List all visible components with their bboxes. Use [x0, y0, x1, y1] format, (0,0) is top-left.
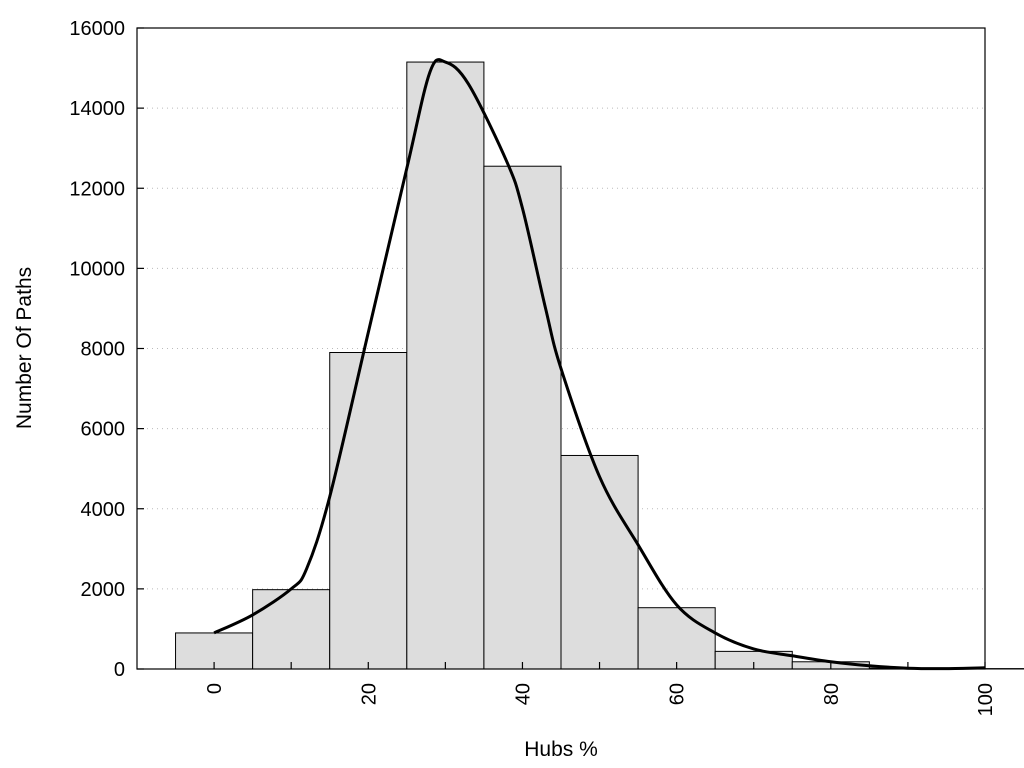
- x-tick-label-80: 80: [821, 683, 843, 705]
- density-curve: [213, 58, 986, 671]
- y-axis-title: Number Of Paths: [13, 267, 36, 429]
- x-axis-title: Hubs %: [524, 738, 598, 761]
- y-tick-label-16000: 16000: [69, 18, 125, 40]
- bar-10: [252, 589, 331, 670]
- x-tick-label-100: 100: [975, 683, 997, 716]
- x-axis: 0 20 40 60 80 100: [204, 662, 997, 716]
- y-axis: 0 2000 4000 6000 8000 10000 12000 14000 16000: [69, 18, 144, 681]
- y-tick-label-14000: 14000: [69, 98, 125, 120]
- x-tick-label-0: 0: [204, 683, 226, 694]
- x-tick-label-20: 20: [358, 683, 380, 705]
- bar-50: [560, 454, 639, 670]
- x-tick-label-40: 40: [512, 683, 534, 705]
- y-tick-label-4000: 4000: [81, 499, 126, 521]
- y-tick-label-6000: 6000: [81, 419, 126, 441]
- y-tick-label-2000: 2000: [81, 579, 126, 601]
- y-tick-label-0: 0: [114, 659, 125, 681]
- y-tick-label-12000: 12000: [69, 178, 125, 200]
- x-tick-label-60: 60: [667, 683, 689, 705]
- density-curve-group: [213, 58, 986, 671]
- y-tick-label-10000: 10000: [69, 258, 125, 280]
- bar-30: [406, 61, 485, 670]
- y-tick-label-8000: 8000: [81, 339, 126, 361]
- bar-40: [483, 165, 562, 670]
- bar-20: [329, 352, 408, 670]
- bars-group: [175, 61, 1024, 670]
- bar-60: [637, 607, 716, 670]
